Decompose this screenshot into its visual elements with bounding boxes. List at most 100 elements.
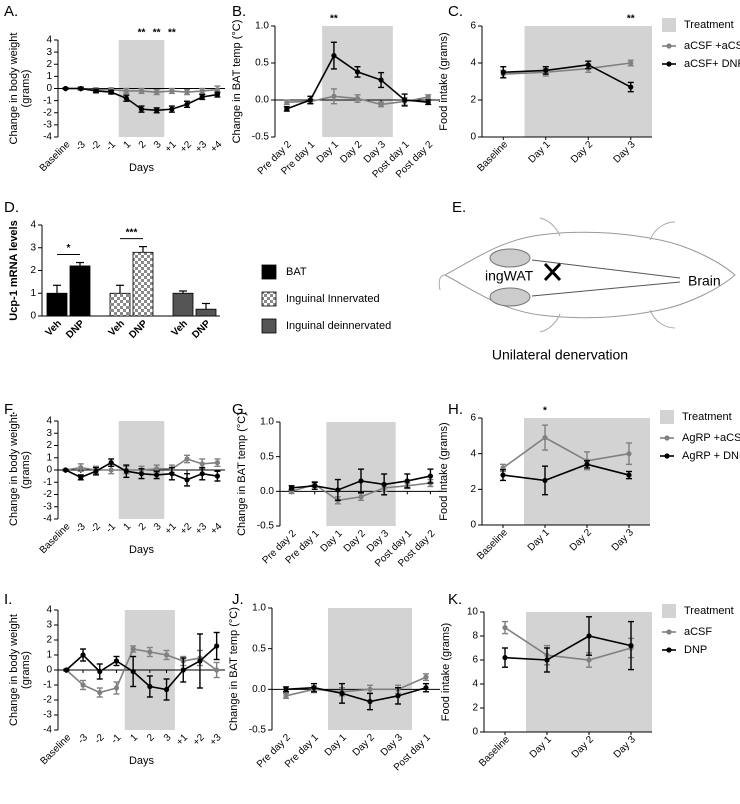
data-point [331, 93, 337, 99]
x-tick-label: Veh [170, 318, 190, 338]
data-point [184, 456, 190, 462]
x-tick-label: Day 1 [315, 139, 342, 166]
bar [109, 292, 131, 317]
series-line [65, 648, 218, 694]
data-point [586, 657, 592, 663]
significance: ** [330, 14, 338, 25]
x-tick-label: Veh [107, 318, 127, 338]
y-tick-label: -0.5 [249, 725, 267, 736]
x-tick-label: 3 [162, 732, 174, 744]
brain-label: Brain [688, 273, 721, 289]
y-tick-label: 0.0 [255, 95, 269, 106]
legend-label: DNP [684, 644, 707, 656]
x-tick-label: +3 [193, 139, 209, 155]
data-point [500, 472, 506, 478]
x-tick-label: 3 [152, 139, 164, 151]
data-point [214, 667, 220, 673]
data-point [180, 667, 186, 673]
y-axis-title: Food intake (grams) [438, 422, 450, 520]
y-tick-label: 0.5 [255, 58, 269, 69]
legend-label: AgRP + DNP [682, 450, 740, 462]
bar [46, 292, 68, 317]
y-tick-label: -4 [43, 132, 52, 143]
data-point [199, 471, 205, 477]
y-tick-label: 0 [30, 311, 36, 322]
data-point [358, 494, 364, 500]
x-tick-label: -3 [74, 521, 88, 535]
series-line [504, 635, 632, 661]
y-tick-label: 6 [470, 413, 476, 424]
y-axis-title: Ucp-1 mRNA levels [8, 220, 20, 320]
x-tick-label: 1 [128, 732, 140, 744]
x-tick-label: Veh [44, 318, 64, 338]
data-point [626, 472, 632, 478]
x-tick-label: Day 1 [526, 527, 553, 554]
legend-label: AgRP +aCSF [682, 432, 740, 444]
y-tick-label: 0.0 [260, 486, 274, 497]
series-line [503, 64, 632, 88]
y-tick-label: 4 [46, 605, 52, 616]
y-tick-label: 8 [472, 631, 478, 642]
x-tick-label: Baseline [38, 521, 73, 556]
data-point [138, 106, 145, 112]
legend-label: Inguinal Innervated [286, 293, 380, 305]
x-tick-label: +2 [191, 732, 207, 748]
legend-marker [666, 647, 672, 653]
y-tick-label: 1 [46, 452, 52, 463]
series-line [65, 645, 218, 691]
legend-swatch [662, 604, 676, 618]
legend-label: Treatment [684, 19, 734, 31]
data-point [585, 62, 591, 68]
y-tick-label: 4 [470, 58, 476, 69]
data-point [184, 89, 190, 95]
data-point [184, 477, 190, 483]
x-tick-label: Baseline [38, 139, 73, 174]
legend-label: Inguinal deinnervated [286, 320, 391, 332]
y-tick-label: 1.0 [260, 417, 274, 428]
data-point [502, 625, 508, 631]
x-tick-label: Baseline [475, 139, 510, 174]
panel-label: G. [232, 401, 248, 418]
bar [132, 251, 154, 317]
y-tick-label: -2 [43, 107, 52, 118]
bar [195, 308, 217, 317]
error-bar [179, 290, 187, 294]
series-line [502, 436, 630, 469]
data-point [284, 99, 290, 105]
x-tick-label: -1 [109, 732, 123, 746]
significance: ** [627, 14, 635, 25]
x-tick-label: Day 1 [528, 734, 555, 761]
x-tick-label: -2 [89, 139, 103, 153]
fat-pad [489, 287, 531, 307]
x-tick-label: Day 2 [570, 734, 597, 761]
data-point [147, 649, 153, 655]
y-tick-label: 1 [46, 71, 52, 82]
x-tick-label: 2 [137, 521, 149, 533]
panel: K. 0 2 4 6 8 10 Baseline Day 1 Day 2 Day 3 Food int… [440, 591, 734, 769]
data-point [123, 88, 129, 94]
y-tick-label: -3 [43, 120, 52, 131]
x-tick-label: +3 [208, 732, 224, 748]
data-point [138, 88, 145, 94]
series-line [503, 62, 631, 75]
data-point [154, 89, 160, 95]
data-point [288, 485, 295, 491]
x-tick-label: Day 2 [568, 527, 595, 554]
data-point [78, 474, 84, 480]
data-point [378, 77, 384, 83]
legend-label: aCSF+ DNP [684, 58, 740, 70]
data-point [543, 67, 549, 73]
x-tick-label: Day 1 [526, 139, 553, 166]
y-tick-label: -3 [43, 501, 52, 512]
denervation-cross [543, 262, 562, 282]
data-point [584, 461, 590, 467]
y-axis-title: Change in BAT temp (°C) [228, 607, 240, 731]
data-point [284, 106, 290, 112]
data-point [214, 91, 221, 98]
panel-label: K. [448, 591, 462, 608]
x-tick-label: DNP [190, 318, 213, 341]
data-point [199, 88, 205, 94]
data-point [402, 97, 408, 103]
